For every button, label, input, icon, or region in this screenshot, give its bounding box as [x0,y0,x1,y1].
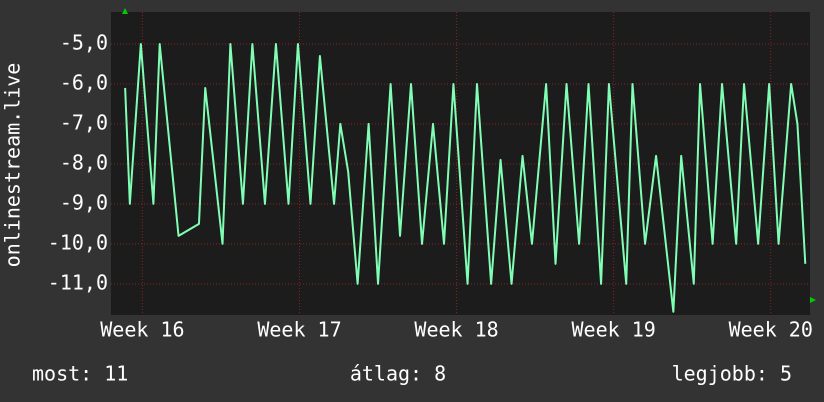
x-tick-label: Week 16 [100,318,184,342]
x-axis-arrow [810,297,816,303]
y-axis-label: onlinestream.live [1,63,25,268]
y-tick-label: -9,0 [60,190,108,214]
y-tick-label: -5,0 [60,30,108,54]
x-tick-label: Week 20 [729,318,813,342]
y-tick-label: -10,0 [48,230,108,254]
x-tick-label: Week 19 [572,318,656,342]
y-tick-label: -7,0 [60,110,108,134]
x-tick-label: Week 18 [414,318,498,342]
footer-current: most: 11 [32,362,128,386]
y-axis-arrow [122,8,128,14]
y-tick-label: -11,0 [48,270,108,294]
data-line [124,42,807,313]
y-tick-label: -6,0 [60,70,108,94]
footer-average: átlag: 8 [350,362,446,386]
x-tick-label: Week 17 [257,318,341,342]
y-tick-label: -8,0 [60,150,108,174]
footer-best: legjobb: 5 [672,362,792,386]
